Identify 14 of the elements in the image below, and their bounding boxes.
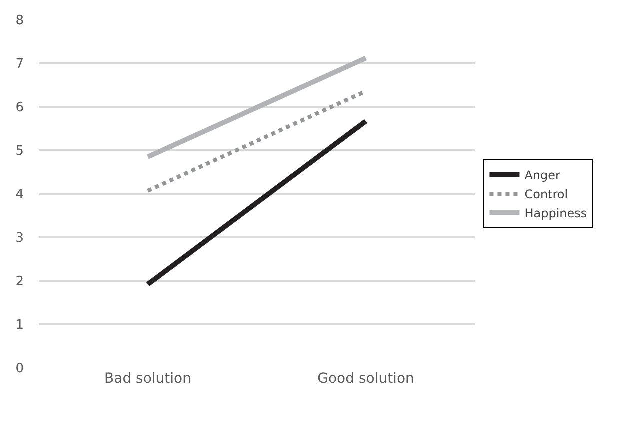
y-tick-label: 8 [16, 14, 24, 29]
y-tick-label: 3 [16, 231, 24, 246]
legend-label: Happiness [524, 206, 588, 221]
y-tick-label: 5 [16, 144, 24, 160]
legend-label: Control [524, 188, 568, 202]
y-tick-label: 4 [16, 188, 24, 203]
y-tick-label: 6 [16, 100, 24, 116]
x-tick-label: Bad solution [104, 371, 192, 387]
legend-label: Anger [524, 168, 561, 183]
y-tick-label: 0 [16, 362, 24, 377]
y-tick-label: 7 [16, 57, 24, 72]
y-tick-label: 2 [16, 274, 24, 290]
y-tick-label: 1 [16, 318, 24, 334]
x-tick-label: Good solution [318, 371, 414, 387]
